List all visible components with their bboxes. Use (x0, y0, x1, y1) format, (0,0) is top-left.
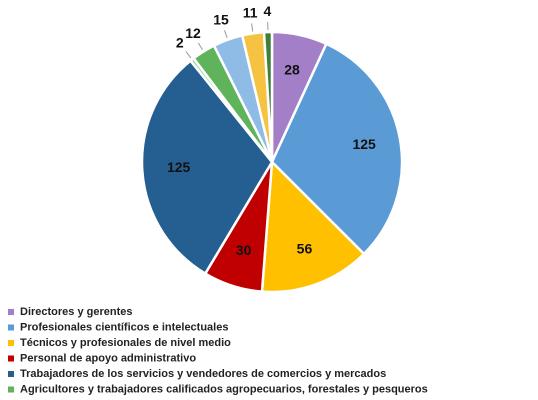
legend-label: Trabajadores de los servicios y vendedor… (20, 368, 386, 380)
legend-label: Profesionales científicos e intelectuale… (20, 321, 228, 333)
slice-label: 125 (167, 159, 191, 175)
leader-line (197, 42, 203, 51)
legend-swatch (8, 309, 14, 315)
legend-swatch (8, 324, 14, 331)
legend-label: Directores y gerentes (20, 306, 133, 318)
leader-line (223, 30, 228, 39)
slice-label: 28 (284, 61, 300, 77)
slice-label: 30 (236, 242, 252, 258)
leader-line (251, 23, 254, 32)
slice-label: 11 (243, 4, 258, 20)
slice-label: 125 (352, 136, 376, 152)
leader-line (185, 51, 192, 59)
legend-swatch (8, 355, 14, 362)
legend-swatch (8, 340, 14, 346)
slice-label: 56 (297, 240, 313, 256)
legend-label: Agricultores y trabajadores calificados … (20, 383, 428, 395)
pie-slice (270, 42, 404, 256)
legend-label: Personal de apoyo administrativo (20, 352, 196, 364)
slice-label: 2 (176, 34, 184, 50)
pie-slice (140, 58, 274, 276)
pie-slice (262, 30, 274, 163)
legend-swatch (8, 371, 14, 377)
slice-label: 15 (213, 12, 229, 28)
slice-label: 4 (263, 3, 271, 19)
legend-swatch (8, 386, 14, 393)
pie-slice (260, 159, 366, 294)
legend-label: Técnicos y profesionales de nivel medio (20, 337, 231, 349)
slice-label: 12 (185, 25, 201, 41)
